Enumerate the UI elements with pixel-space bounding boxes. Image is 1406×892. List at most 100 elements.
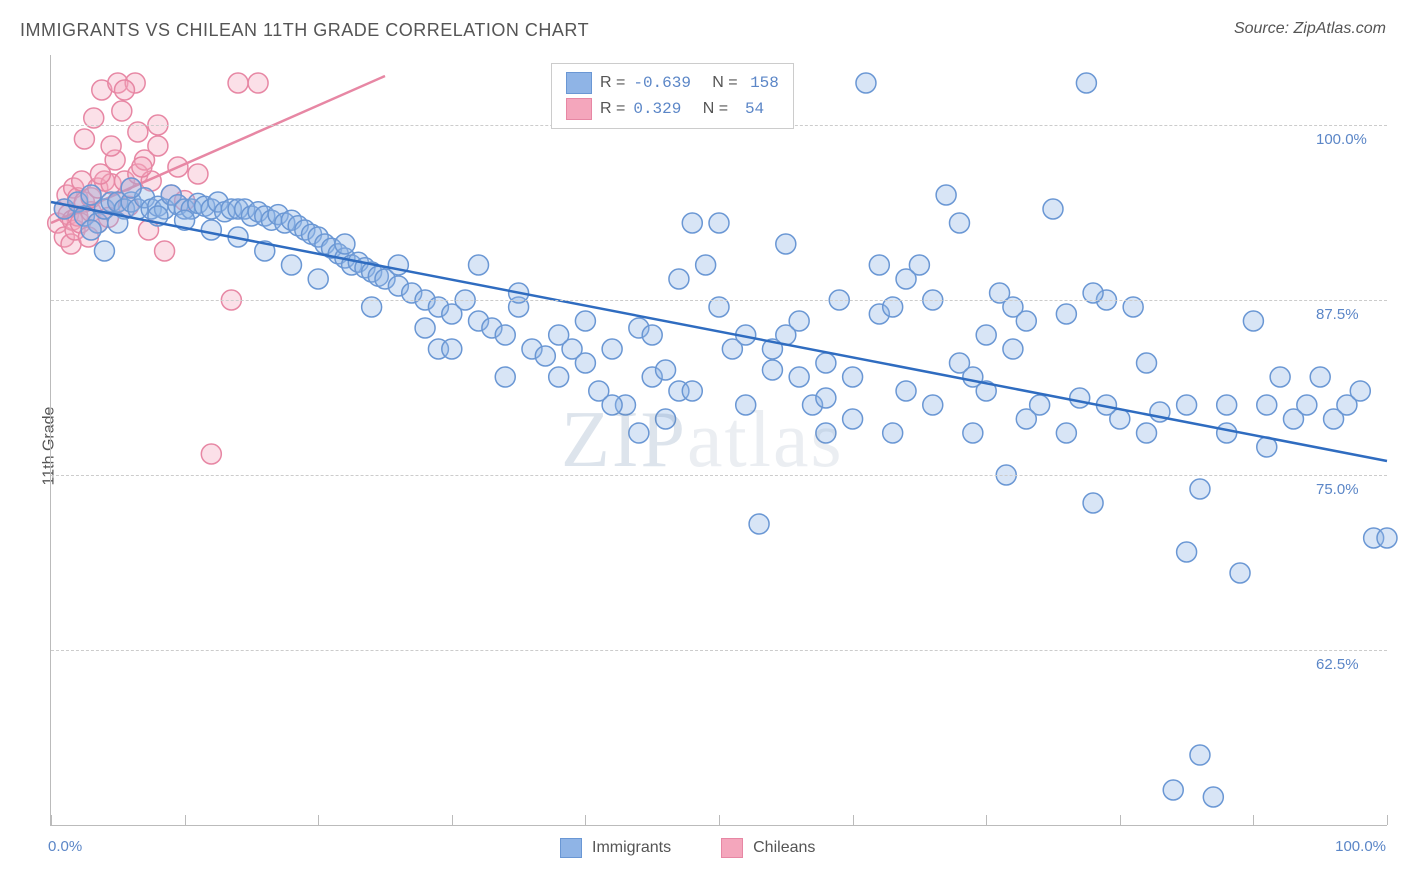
immigrants-point — [682, 381, 702, 401]
immigrants-point — [883, 423, 903, 443]
gridline-h — [51, 650, 1387, 651]
immigrants-point — [843, 367, 863, 387]
immigrants-point — [656, 409, 676, 429]
immigrants-point — [388, 255, 408, 275]
immigrants-point — [1310, 367, 1330, 387]
chileans-point — [201, 444, 221, 464]
immigrants-point — [1076, 73, 1096, 93]
immigrants-point — [923, 395, 943, 415]
immigrants-point — [816, 423, 836, 443]
x-tick — [853, 815, 854, 825]
immigrants-point — [1016, 311, 1036, 331]
y-tick-label: 75.0% — [1316, 481, 1359, 498]
x-tick — [185, 815, 186, 825]
x-tick — [986, 815, 987, 825]
immigrants-point — [1070, 388, 1090, 408]
immigrants-point — [949, 213, 969, 233]
immigrants-point — [201, 220, 221, 240]
immigrants-point — [1243, 311, 1263, 331]
immigrants-fit-line — [51, 202, 1387, 461]
immigrants-point — [335, 234, 355, 254]
immigrants-point — [656, 360, 676, 380]
immigrants-point — [121, 178, 141, 198]
x-tick — [585, 815, 586, 825]
immigrants-point — [1003, 339, 1023, 359]
chileans-point — [188, 164, 208, 184]
immigrants-point — [936, 185, 956, 205]
immigrants-point — [696, 255, 716, 275]
legend-swatch — [560, 838, 582, 858]
immigrants-point — [1177, 542, 1197, 562]
immigrants-point — [549, 367, 569, 387]
immigrants-point — [843, 409, 863, 429]
immigrants-point — [896, 381, 916, 401]
immigrants-point — [1163, 780, 1183, 800]
immigrants-point — [736, 395, 756, 415]
chileans-point — [114, 80, 134, 100]
immigrants-point — [1043, 199, 1063, 219]
x-tick — [1253, 815, 1254, 825]
gridline-h — [51, 300, 1387, 301]
legend-label: Chileans — [753, 839, 815, 857]
immigrants-point — [816, 388, 836, 408]
chileans-point — [228, 73, 248, 93]
legend-row: R = -0.639 N = 158 — [566, 70, 779, 96]
chileans-point — [132, 157, 152, 177]
x-tick — [318, 815, 319, 825]
immigrants-point — [415, 318, 435, 338]
legend-r-value: 0.329 — [633, 96, 681, 122]
immigrants-point — [1190, 479, 1210, 499]
immigrants-point — [1270, 367, 1290, 387]
immigrants-point — [1137, 423, 1157, 443]
immigrants-point — [281, 255, 301, 275]
immigrants-point — [762, 360, 782, 380]
immigrants-point — [602, 395, 622, 415]
immigrants-point — [1217, 395, 1237, 415]
chileans-point — [148, 136, 168, 156]
immigrants-point — [816, 353, 836, 373]
immigrants-point — [642, 325, 662, 345]
immigrants-point — [1137, 353, 1157, 373]
x-tick — [1387, 815, 1388, 825]
gridline-h — [51, 475, 1387, 476]
chileans-point — [74, 129, 94, 149]
immigrants-point — [1257, 395, 1277, 415]
source-label: Source: ZipAtlas.com — [1234, 20, 1386, 38]
x-tick-right: 100.0% — [1335, 838, 1386, 855]
immigrants-point — [308, 269, 328, 289]
y-tick-label: 62.5% — [1316, 656, 1359, 673]
x-tick — [452, 815, 453, 825]
immigrants-point — [602, 339, 622, 359]
x-tick — [51, 815, 52, 825]
immigrants-point — [1350, 381, 1370, 401]
plot-svg — [51, 55, 1387, 825]
legend-n-value: 158 — [750, 70, 779, 96]
immigrants-point — [669, 269, 689, 289]
immigrants-point — [749, 514, 769, 534]
legend-swatch — [566, 72, 592, 94]
immigrants-point — [1297, 395, 1317, 415]
immigrants-point — [1177, 395, 1197, 415]
plot-area: ZIPatlas R = -0.639 N = 158R = 0.329 N =… — [50, 55, 1387, 826]
immigrants-point — [963, 367, 983, 387]
chileans-point — [248, 73, 268, 93]
x-tick — [719, 815, 720, 825]
legend-swatch — [566, 98, 592, 120]
immigrants-point — [869, 255, 889, 275]
y-tick-label: 87.5% — [1316, 306, 1359, 323]
immigrants-point — [1056, 304, 1076, 324]
immigrants-point — [976, 325, 996, 345]
legend-swatch — [721, 838, 743, 858]
immigrants-point — [81, 220, 101, 240]
immigrants-point — [709, 213, 729, 233]
immigrants-point — [1056, 423, 1076, 443]
immigrants-point — [776, 234, 796, 254]
chart-title: IMMIGRANTS VS CHILEAN 11TH GRADE CORRELA… — [20, 20, 589, 41]
immigrants-point — [94, 241, 114, 261]
chileans-point — [101, 136, 121, 156]
immigrants-point — [1230, 563, 1250, 583]
immigrants-point — [856, 73, 876, 93]
immigrants-point — [469, 255, 489, 275]
chileans-point — [90, 164, 110, 184]
x-tick — [1120, 815, 1121, 825]
